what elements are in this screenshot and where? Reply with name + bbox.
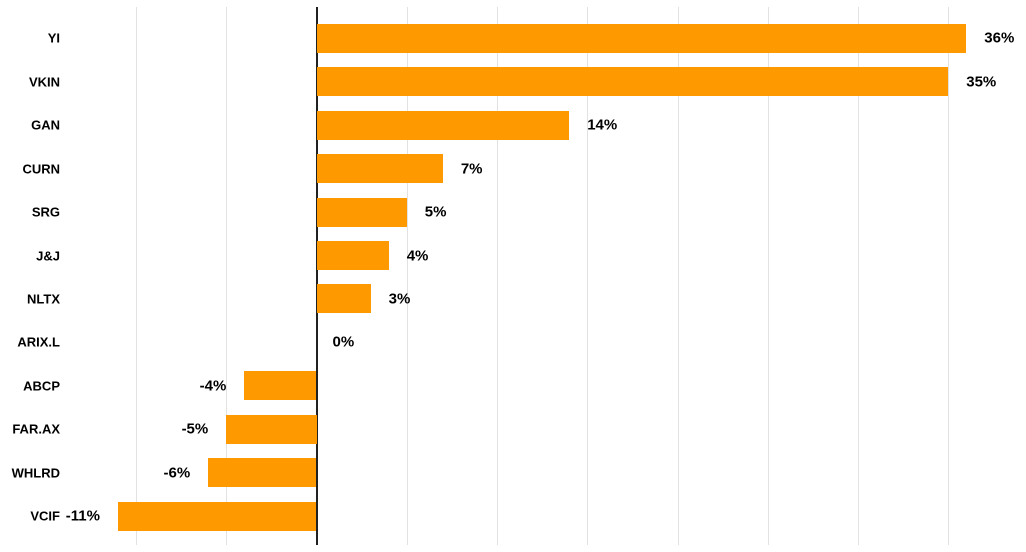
- gridline: [767, 7, 769, 545]
- category-label: ARIX.L: [17, 334, 60, 350]
- bar: [117, 501, 317, 531]
- category-label: YI: [47, 30, 60, 46]
- value-label: 5%: [424, 203, 447, 221]
- category-label: SRG: [31, 204, 60, 220]
- category-label: ABCP: [23, 378, 60, 394]
- value-label: 4%: [406, 247, 429, 264]
- value-label: 14%: [587, 116, 618, 134]
- value-label: 0%: [332, 333, 355, 351]
- bar: [316, 154, 443, 184]
- value-label: -11%: [65, 507, 100, 525]
- value-label: -6%: [163, 464, 191, 482]
- bar: [226, 414, 317, 444]
- category-label: FAR.AX: [12, 421, 60, 437]
- category-label: VCIF: [30, 508, 60, 524]
- value-label: -5%: [181, 420, 209, 438]
- gridline: [226, 7, 228, 545]
- gridline: [948, 7, 950, 545]
- zero-axis-line: [315, 7, 318, 545]
- category-label: CURN: [22, 161, 60, 177]
- value-label: 35%: [966, 73, 997, 91]
- category-label: VKIN: [28, 74, 60, 90]
- category-label: J&J: [36, 248, 60, 263]
- bar: [316, 284, 371, 314]
- bar: [316, 67, 949, 97]
- bar: [208, 458, 317, 488]
- category-label: NLTX: [27, 291, 60, 307]
- value-label: 36%: [984, 29, 1015, 47]
- bar: [244, 371, 317, 401]
- value-label: 3%: [388, 290, 411, 308]
- gridline: [677, 7, 679, 545]
- category-label: WHLRD: [11, 465, 60, 481]
- bar: [316, 241, 389, 270]
- bar: [316, 110, 570, 140]
- value-label: -4%: [199, 377, 227, 395]
- value-label: 7%: [460, 160, 483, 178]
- bar: [316, 197, 407, 227]
- gridline: [587, 7, 589, 545]
- bar: [316, 23, 967, 53]
- gridline: [136, 7, 137, 545]
- category-label: GAN: [31, 117, 60, 133]
- gridline: [858, 7, 859, 545]
- gridline: [406, 7, 408, 545]
- gridline: [497, 7, 498, 545]
